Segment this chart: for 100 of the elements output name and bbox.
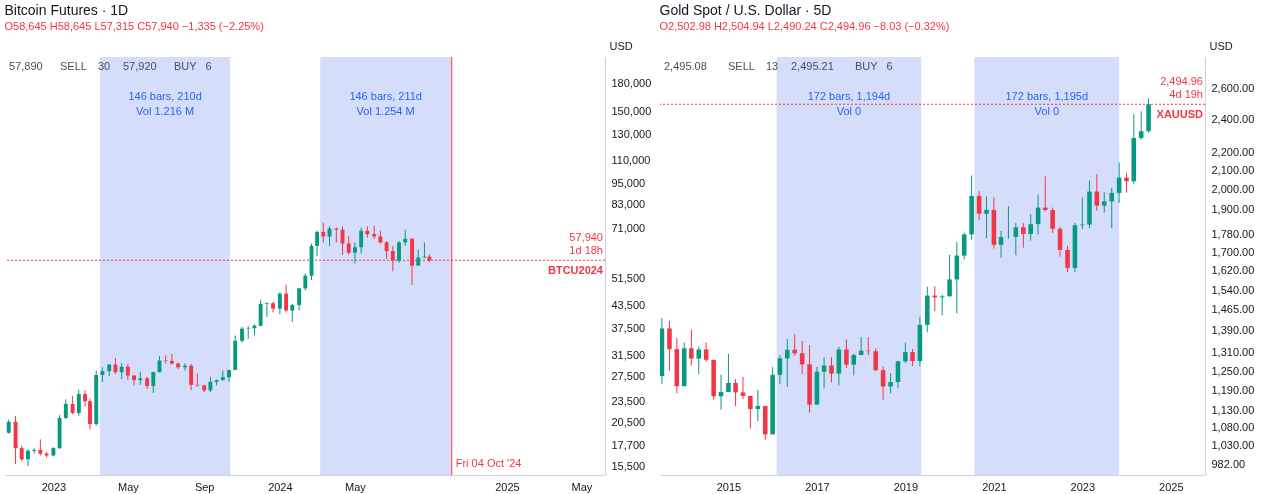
y-tick-label: 43,500 [611,298,646,311]
annotation: 6 [886,60,893,72]
annotation: 30 [98,60,111,72]
candlestick [748,395,753,430]
candlestick [903,342,908,364]
candlestick [163,354,168,365]
y-tick-label: 1,250.00 [1211,364,1255,377]
y-axis-title: USD [609,39,633,52]
candlestick [26,448,30,467]
y-tick-label: 1,700.00 [1211,245,1255,258]
annotation: 57,920 [123,60,157,72]
x-tick-label: 2023 [1070,480,1096,493]
y-tick-label: 95,000 [611,176,646,189]
y-tick-label: 1,540.00 [1211,284,1255,297]
candlestick [334,226,339,243]
candlestick [83,389,87,408]
annotation: SELL [60,60,87,72]
ref-line-label: Fri 04 Oct '24 [455,457,522,469]
candlestick [851,353,857,376]
candlestick [777,354,783,385]
candlestick [873,347,878,372]
candlestick [1028,213,1034,242]
candlestick [32,447,37,455]
y-tick-label: 71,000 [611,222,646,235]
annotation: SELL [728,60,755,72]
annotation: BUY [174,60,198,72]
y-tick-label: 17,700 [611,438,646,451]
candlestick [947,254,952,297]
candlestick [961,232,967,260]
chart-title: Gold Spot / U.S. Dollar · 5D [659,2,832,18]
y-tick-label: 2,100.00 [1211,164,1255,177]
y-tick-label: 110,000 [611,153,651,166]
band-label: 172 bars, 1,195d Vol 0 [1005,90,1089,117]
candlestick [984,195,989,239]
candlestick [1124,172,1129,194]
candlestick [733,378,738,407]
candlestick [246,325,251,340]
band-label: 146 bars, 211d Vol 1.254 M [349,90,422,117]
x-tick-label: 2025 [495,480,520,493]
candlestick [880,365,886,401]
annotation: 2,495.08 [664,60,707,72]
candlestick [829,356,834,383]
y-tick-label: 1,030.00 [1211,439,1255,452]
candlestick [998,230,1004,259]
candlestick [1050,207,1055,234]
candlestick [740,376,746,400]
candlestick [1101,191,1107,213]
x-tick-label: May [345,480,367,493]
y-tick-label: 2,000.00 [1211,183,1255,196]
candlestick [169,353,174,366]
x-tick-label: May [117,480,140,493]
band-label: 172 bars, 1,194d Vol 0 [807,90,891,117]
x-tick-label: 2024 [268,480,293,493]
y-axis-title: USD [1209,39,1233,52]
y-tick-label: 1,465.00 [1211,303,1255,316]
candlestick [1109,187,1115,229]
candlestick [1013,222,1019,256]
candlestick [258,299,263,327]
candlestick [726,353,731,393]
y-tick-label: 83,000 [611,197,646,210]
candlestick [689,329,694,367]
y-tick-label: 15,500 [611,459,646,472]
y-tick-label: 1,780.00 [1211,228,1255,241]
candlestick [353,241,357,264]
candlestick [76,389,81,417]
candlestick [88,398,92,431]
candlestick [703,342,709,363]
x-tick-label: May [571,480,593,493]
y-tick-label: 130,000 [611,127,652,140]
candlestick [277,291,282,315]
candlestick [189,363,194,391]
chart-subtitle: O2,502.98 H2,504.94 L2,490.24 C2,494.96 −8.03 (−0.32%) [659,20,950,32]
candlestick [264,302,269,318]
annotation: 6 [205,60,212,72]
y-tick-label: 180,000 [611,76,652,89]
y-tick-label: 23,500 [611,394,646,407]
y-tick-label: 51,500 [611,272,646,285]
y-tick-label: 1,620.00 [1211,264,1255,277]
y-tick-label: 2,600.00 [1211,81,1255,94]
annotation: BUY [855,60,879,72]
x-tick-label: 2019 [893,480,919,493]
y-tick-label: 37,500 [611,321,646,334]
x-tick-label: 2021 [982,480,1007,493]
y-tick-label: 2,400.00 [1211,112,1255,125]
candlestick [792,333,797,357]
candlestick [284,284,289,313]
annotation: 13 [766,60,779,72]
y-tick-label: 1,080.00 [1211,421,1255,434]
candlestick [1138,110,1144,141]
candlestick [63,398,68,420]
x-tick-label: 2023 [41,480,67,493]
chart-title: Bitcoin Futures · 1D [4,2,129,18]
x-tick-label: Sep [194,480,215,493]
candlestick [1042,175,1048,212]
candlestick [1021,222,1026,249]
x-tick-label: 2025 [1159,480,1184,493]
y-tick-label: 1,130.00 [1211,403,1255,416]
y-tick-label: 1,900.00 [1211,202,1255,215]
candlestick [844,338,849,369]
x-tick-label: 2015 [716,480,742,493]
